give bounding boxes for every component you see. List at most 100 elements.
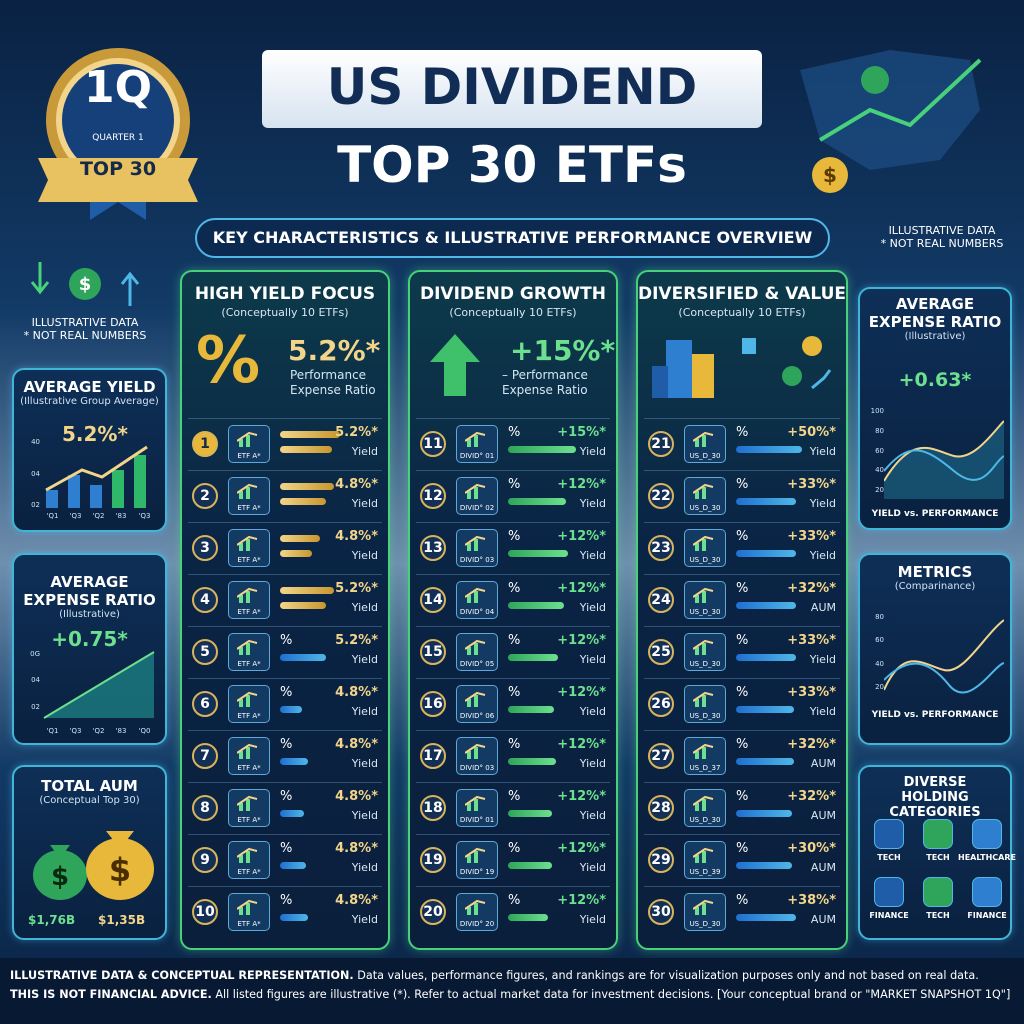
- x-tick-label: '83: [115, 512, 127, 520]
- etf-icon: ETF A*: [228, 789, 270, 827]
- category-label: TECH: [877, 853, 901, 862]
- etf-row: 26 US_D_30% +33%* Yield: [644, 678, 840, 730]
- panel-value: +0.75*: [51, 627, 128, 651]
- row-value: +33%*: [787, 529, 836, 544]
- etf-label: US_D_30: [689, 608, 721, 616]
- etf-row: 2 ETF A* 4.8%* Yield: [188, 470, 382, 522]
- rank: 3: [192, 535, 218, 561]
- headline-caption: Performance: [290, 368, 367, 382]
- etf-label: US_D_30: [689, 920, 721, 928]
- row-metric: Yield: [579, 757, 606, 770]
- etf-label: ETF A*: [237, 608, 261, 616]
- row-symbol: %: [736, 893, 749, 908]
- etf-icon: DIVID° 04: [456, 581, 498, 619]
- category-label: FINANCE: [967, 911, 1007, 920]
- etf-row: 23 US_D_30% +33%* Yield: [644, 522, 840, 574]
- total-aum-panel: TOTAL AUM (Conceptual Top 30) $ $ $1,76B …: [12, 765, 167, 940]
- rank: 13: [420, 535, 446, 561]
- row-symbol: %: [508, 477, 521, 492]
- etf-label: ETF A*: [237, 504, 261, 512]
- row-value: 5.2%*: [335, 633, 378, 648]
- row-symbol: %: [508, 893, 521, 908]
- etf-row: 9 ETF A*% 4.8%* Yield: [188, 834, 382, 886]
- rank: 27: [648, 743, 674, 769]
- etf-icon: US_D_30: [684, 581, 726, 619]
- row-symbol: %: [508, 633, 521, 648]
- row-value: 4.8%*: [335, 477, 378, 492]
- row-bar: [280, 602, 326, 609]
- panel-title: TOTAL AUM: [41, 777, 138, 795]
- headline-caption: – Performance: [502, 368, 588, 382]
- etf-icon: US_D_30: [684, 529, 726, 567]
- subtitle: KEY CHARACTERISTICS & ILLUSTRATIVE PERFO…: [195, 218, 830, 258]
- row-metric: Yield: [351, 861, 378, 874]
- row-value: 4.8%*: [335, 841, 378, 856]
- etf-icon: DIVID° 01: [456, 425, 498, 463]
- row-value: +15%*: [557, 425, 606, 440]
- rank: 23: [648, 535, 674, 561]
- etf-icon: DIVID° 03: [456, 529, 498, 567]
- x-tick-label: 'Q1: [46, 512, 59, 520]
- row-symbol: %: [280, 633, 293, 648]
- rank: 1: [192, 431, 218, 457]
- row-symbol: %: [508, 529, 521, 544]
- map-art: $: [800, 50, 982, 193]
- etf-label: US_D_30: [689, 712, 721, 720]
- row-value: +12%*: [557, 529, 606, 544]
- x-tick-label: 'Q1: [46, 727, 59, 735]
- row-bar: [736, 654, 796, 661]
- x-tick-label: 'Q2: [92, 512, 105, 520]
- row-value: +12%*: [557, 841, 606, 856]
- etf-row: 22 US_D_30% +33%* Yield: [644, 470, 840, 522]
- etf-label: DIVID° 19: [459, 868, 495, 876]
- etf-row: 13 DIVID° 03% +12%* Yield: [416, 522, 610, 574]
- panel-subtitle: (Illustrative): [904, 331, 966, 342]
- rank: 20: [420, 899, 446, 925]
- etf-row: 7 ETF A*% 4.8%* Yield: [188, 730, 382, 782]
- panel-title: AVERAGE EXPENSE RATIO: [868, 295, 1002, 331]
- etf-label: US_D_30: [689, 556, 721, 564]
- etf-label: US_D_37: [689, 764, 721, 772]
- row-metric: Yield: [351, 445, 378, 458]
- rank: 11: [420, 431, 446, 457]
- column-subtitle: (Conceptually 10 ETFs): [449, 306, 577, 319]
- etf-row: 19 DIVID° 19% +12%* Yield: [416, 834, 610, 886]
- row-bar: [280, 550, 312, 557]
- column-subtitle: (Conceptually 10 ETFs): [678, 306, 806, 319]
- row-bar: [280, 758, 308, 765]
- row-metric: Yield: [351, 653, 378, 666]
- etf-icon: ETF A*: [228, 737, 270, 775]
- row-value: 5.2%*: [335, 425, 378, 440]
- x-tick-label: 'Q3: [69, 512, 82, 520]
- categories-panel: DIVERSE HOLDING CATEGORIES TECH TECH HEALT…: [858, 765, 1016, 940]
- row-metric: Yield: [579, 861, 606, 874]
- aum-value: $1,76B: [28, 913, 76, 927]
- panel-subtitle: (Illustrative): [59, 609, 120, 620]
- buildings-icon: [652, 330, 832, 398]
- y-tick-label: 04: [31, 676, 40, 685]
- row-bar: [508, 446, 576, 453]
- column: DIVIDEND GROWTH (Conceptually 10 ETFs) +15…: [408, 270, 618, 950]
- rank: 30: [648, 899, 674, 925]
- etf-icon: ETF A*: [228, 685, 270, 723]
- etf-label: ETF A*: [237, 556, 261, 564]
- etf-label: ETF A*: [237, 660, 261, 668]
- row-metric: AUM: [810, 913, 836, 926]
- etf-icon: DIVID° 05: [456, 633, 498, 671]
- row-bar: [280, 483, 334, 490]
- row-value: +30%*: [787, 841, 836, 856]
- row-bar: [508, 914, 548, 921]
- etf-icon: ETF A*: [228, 529, 270, 567]
- etf-row: 5 ETF A*% 5.2%* Yield: [188, 626, 382, 678]
- y-tick-label: 80: [875, 426, 884, 435]
- row-value: +12%*: [557, 477, 606, 492]
- title-banner: [262, 50, 762, 128]
- row-value: +33%*: [787, 633, 836, 648]
- etf-icon: DIVID° 19: [456, 841, 498, 879]
- row-metric: AUM: [810, 601, 836, 614]
- row-bar: [736, 550, 796, 557]
- right-note: ILLUSTRATIVE DATA * NOT REAL NUMBERS: [862, 224, 1022, 250]
- etf-row: 11 DIVID° 01% +15%* Yield: [416, 418, 610, 470]
- etf-icon: US_D_30: [684, 633, 726, 671]
- y-tick-label: 02: [31, 501, 40, 510]
